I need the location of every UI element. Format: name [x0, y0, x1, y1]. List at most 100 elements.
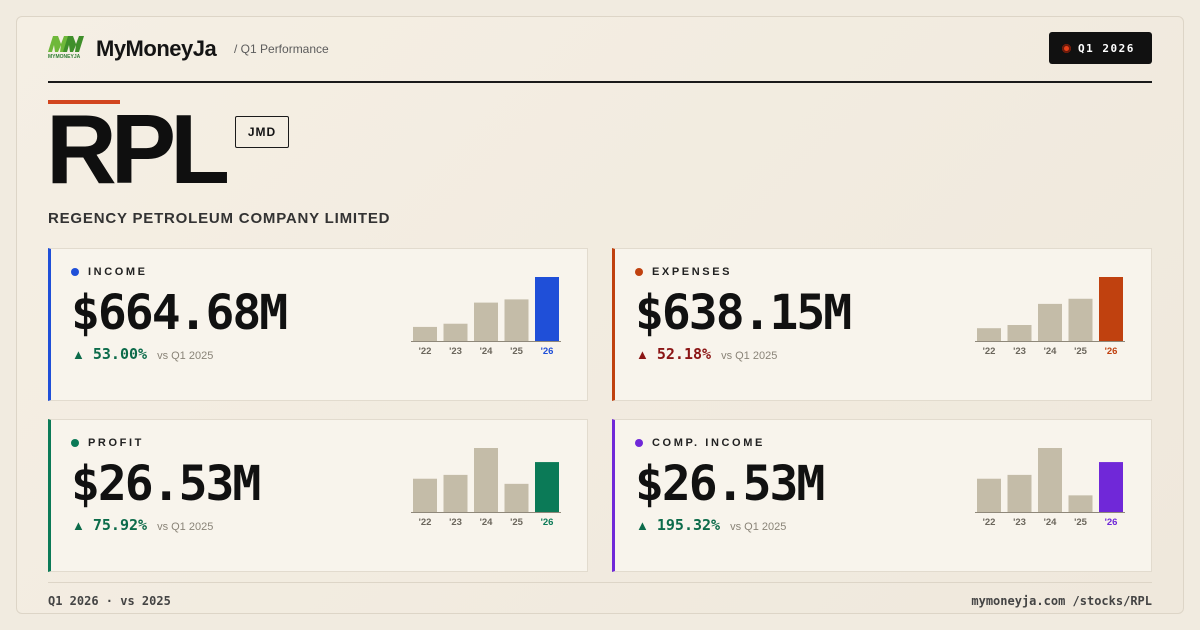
- logo-mark-icon: [48, 36, 84, 52]
- mini-bar-chart-svg: '22 '23 '24 '25 '26: [411, 448, 561, 528]
- chart-tick-label-4: '26: [541, 517, 554, 528]
- stock-ticker: RPL: [46, 94, 230, 204]
- card-label-text: EXPENSES: [652, 266, 733, 278]
- expenses-change: ▲ 52.18% vs Q1 2025: [636, 345, 777, 363]
- chart-tick-label-2: '24: [1044, 517, 1058, 528]
- chart-bar-3: [504, 299, 529, 341]
- chart-bar-0: [413, 326, 437, 341]
- footer-divider: [48, 582, 1152, 583]
- change-note: vs Q1 2025: [721, 350, 778, 362]
- income-change: ▲ 53.00% vs Q1 2025: [72, 345, 213, 363]
- chart-tick-label-4: '26: [1105, 346, 1118, 357]
- chart-tick-label-1: '23: [449, 517, 462, 528]
- chart-tick-label-1: '23: [1013, 517, 1026, 528]
- income-bar-chart: '22 '23 '24 '25 '26: [411, 273, 571, 363]
- chart-tick-label-0: '22: [419, 517, 432, 528]
- comp-income-value: $26.53M: [635, 456, 825, 512]
- profit-bar-chart: '22 '23 '24 '25 '26: [411, 444, 571, 534]
- currency-badge: JMD: [235, 116, 289, 148]
- card-label: PROFIT: [71, 437, 144, 449]
- header-divider: [48, 81, 1152, 83]
- chart-bar-3: [504, 483, 529, 512]
- profit-value: $26.53M: [71, 456, 261, 512]
- mini-bar-chart-svg: '22 '23 '24 '25 '26: [975, 448, 1125, 528]
- comp-income-change: ▲ 195.32% vs Q1 2025: [636, 516, 786, 534]
- profit-card: PROFIT $26.53M ▲ 75.92% vs Q1 2025 '22'2…: [48, 419, 588, 572]
- card-label-text: COMP. INCOME: [652, 437, 765, 449]
- chart-tick-label-3: '25: [510, 517, 524, 528]
- chart-bar-4: [1099, 462, 1123, 512]
- profit-change: ▲ 75.92% vs Q1 2025: [72, 516, 213, 534]
- mymoneyja-logo[interactable]: MYMONEYJA: [48, 34, 84, 62]
- footer-period: Q1 2026 · vs 2025: [48, 594, 171, 608]
- chart-bar-2: [1038, 303, 1062, 341]
- chart-bar-0: [977, 328, 1001, 341]
- comp-income-card: COMP. INCOME $26.53M ▲ 195.32% vs Q1 202…: [612, 419, 1152, 572]
- comp-income-bar-chart: '22 '23 '24 '25 '26: [975, 444, 1135, 534]
- chart-tick-label-3: '25: [1074, 346, 1088, 357]
- up-arrow-icon: ▲: [636, 518, 649, 533]
- comp-income-dot-icon: [635, 439, 643, 447]
- expenses-card: EXPENSES $638.15M ▲ 52.18% vs Q1 2025 '2…: [612, 248, 1152, 401]
- accent-bar: [48, 100, 120, 104]
- chart-tick-label-0: '22: [983, 346, 996, 357]
- chart-tick-label-0: '22: [983, 517, 996, 528]
- chart-bar-2: [1038, 448, 1062, 512]
- change-note: vs Q1 2025: [157, 350, 214, 362]
- period-badge: Q1 2026: [1049, 32, 1152, 64]
- income-dot-icon: [71, 268, 79, 276]
- chart-bar-3: [1068, 495, 1093, 512]
- brand-name: MyMoneyJa: [96, 36, 217, 61]
- chart-tick-label-2: '24: [1044, 346, 1058, 357]
- period-badge-label: Q1 2026: [1078, 41, 1135, 55]
- card-label: EXPENSES: [635, 266, 732, 278]
- card-label: COMP. INCOME: [635, 437, 765, 449]
- footer-url[interactable]: mymoneyja.com /stocks/RPL: [971, 594, 1152, 608]
- up-arrow-icon: ▲: [72, 347, 85, 362]
- mini-bar-chart-svg: '22 '23 '24 '25 '26: [411, 277, 561, 357]
- chart-bar-1: [443, 323, 468, 341]
- chart-bar-4: [1099, 277, 1123, 341]
- card-label: INCOME: [71, 266, 148, 278]
- chart-bar-2: [474, 448, 498, 512]
- chart-tick-label-0: '22: [419, 346, 432, 357]
- up-arrow-icon: ▲: [636, 347, 649, 362]
- chart-tick-label-1: '23: [449, 346, 462, 357]
- card-label-text: INCOME: [88, 266, 148, 278]
- chart-tick-label-4: '26: [541, 346, 554, 357]
- chart-tick-label-1: '23: [1013, 346, 1026, 357]
- income-value: $664.68M: [71, 285, 288, 341]
- chart-tick-label-3: '25: [510, 346, 524, 357]
- chart-bar-4: [535, 462, 559, 512]
- chart-tick-label-2: '24: [480, 517, 494, 528]
- chart-bar-2: [474, 302, 498, 341]
- live-dot-icon: [1062, 43, 1071, 53]
- company-name: REGENCY PETROLEUM COMPANY LIMITED: [48, 210, 391, 227]
- card-label-text: PROFIT: [88, 437, 144, 449]
- mini-bar-chart-svg: '22 '23 '24 '25 '26: [975, 277, 1125, 357]
- chart-bar-0: [977, 478, 1001, 512]
- chart-bar-3: [1068, 298, 1093, 341]
- up-arrow-icon: ▲: [72, 518, 85, 533]
- expenses-value: $638.15M: [635, 285, 852, 341]
- chart-tick-label-3: '25: [1074, 517, 1088, 528]
- chart-tick-label-4: '26: [1105, 517, 1118, 528]
- change-note: vs Q1 2025: [157, 521, 214, 533]
- chart-bar-4: [535, 277, 559, 341]
- expenses-dot-icon: [635, 268, 643, 276]
- income-card: INCOME $664.68M ▲ 53.00% vs Q1 2025 '22 '…: [48, 248, 588, 401]
- chart-bar-1: [1007, 474, 1032, 512]
- change-percent: 53.00%: [92, 345, 148, 363]
- chart-bar-1: [443, 474, 468, 512]
- chart-bar-0: [413, 478, 437, 512]
- change-percent: 195.32%: [656, 516, 721, 534]
- change-note: vs Q1 2025: [730, 521, 787, 533]
- logo-wordmark: MYMONEYJA: [48, 54, 81, 60]
- profit-dot-icon: [71, 439, 79, 447]
- header: MYMONEYJA MyMoneyJa / Q1 Performance Q1 …: [48, 32, 1152, 66]
- chart-bar-1: [1007, 325, 1032, 341]
- change-percent: 52.18%: [656, 345, 712, 363]
- change-percent: 75.92%: [92, 516, 148, 534]
- chart-tick-label-2: '24: [480, 346, 494, 357]
- page-subtitle: / Q1 Performance: [234, 42, 329, 56]
